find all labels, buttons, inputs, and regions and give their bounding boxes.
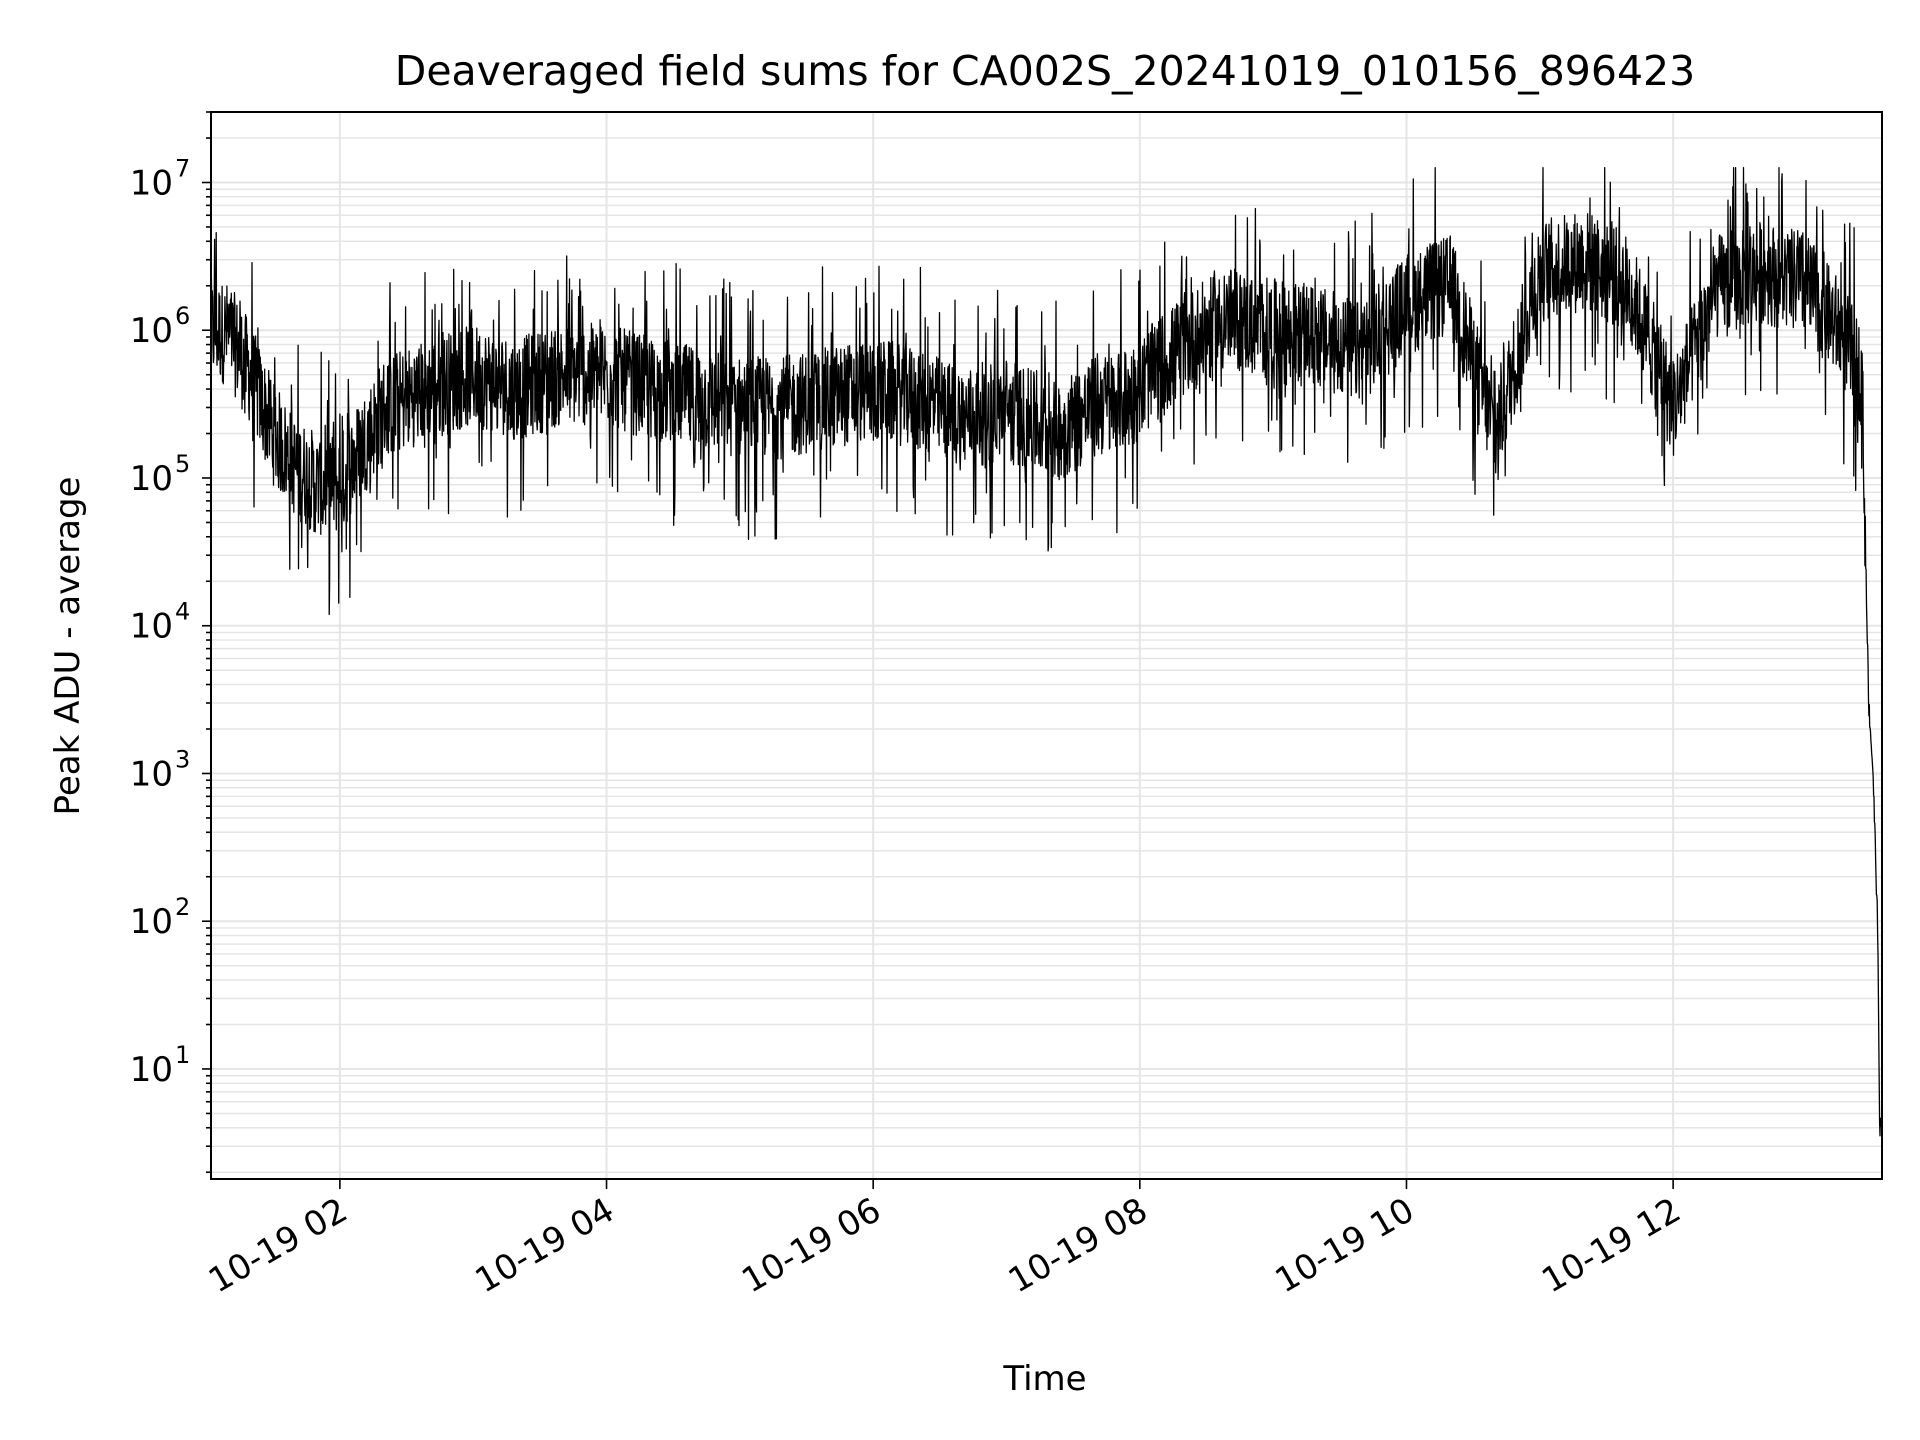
y-tick-label: 10 [130, 607, 173, 647]
y-tick-exponent: 6 [175, 302, 190, 330]
x-tick-label: 10-19 08 [1002, 1190, 1154, 1301]
y-tick-exponent: 3 [175, 745, 190, 773]
y-tick-base: 10 [130, 902, 173, 942]
y-tick-label: 10 [130, 1050, 173, 1090]
y-tick-exponent: 7 [175, 154, 190, 182]
y-axis-label: Peak ADU - average [48, 477, 88, 816]
y-tick-base: 10 [130, 1050, 173, 1090]
y-tick-exponent: 4 [175, 598, 190, 626]
y-tick-exponent: 1 [175, 1041, 190, 1069]
y-tick-label: 10 [130, 459, 173, 499]
y-tick-base: 10 [130, 754, 173, 794]
y-tick-base: 10 [130, 607, 173, 647]
y-tick-label: 10 [130, 163, 173, 203]
x-tick-label: 10-19 02 [202, 1190, 354, 1301]
chart-title: Deaveraged field sums for CA002S_2024101… [395, 47, 1695, 95]
y-tick-base: 10 [130, 163, 173, 203]
grid-lines [211, 111, 1882, 1179]
series-line-group [210, 167, 1883, 1137]
y-tick-label: 10 [130, 754, 173, 794]
y-tick-label: 10 [130, 311, 173, 351]
x-tick-label: 10-19 12 [1535, 1190, 1687, 1301]
series-line [210, 167, 1883, 1137]
y-tick-exponent: 2 [175, 893, 190, 921]
plot-frame [210, 111, 1883, 1180]
x-tick-label: 10-19 10 [1269, 1190, 1421, 1301]
y-tick-exponent: 5 [175, 450, 190, 478]
y-tick-label: 10 [130, 902, 173, 942]
x-tick-label: 10-19 04 [469, 1190, 621, 1301]
y-tick-base: 10 [130, 459, 173, 499]
x-tick-label: 10-19 06 [735, 1190, 887, 1301]
y-tick-base: 10 [130, 311, 173, 351]
x-axis-ticks: 10-19 02 10-19 04 10-19 06 10-19 08 10-19 10… [202, 1179, 1688, 1301]
x-axis-label: Time [1002, 1359, 1086, 1399]
